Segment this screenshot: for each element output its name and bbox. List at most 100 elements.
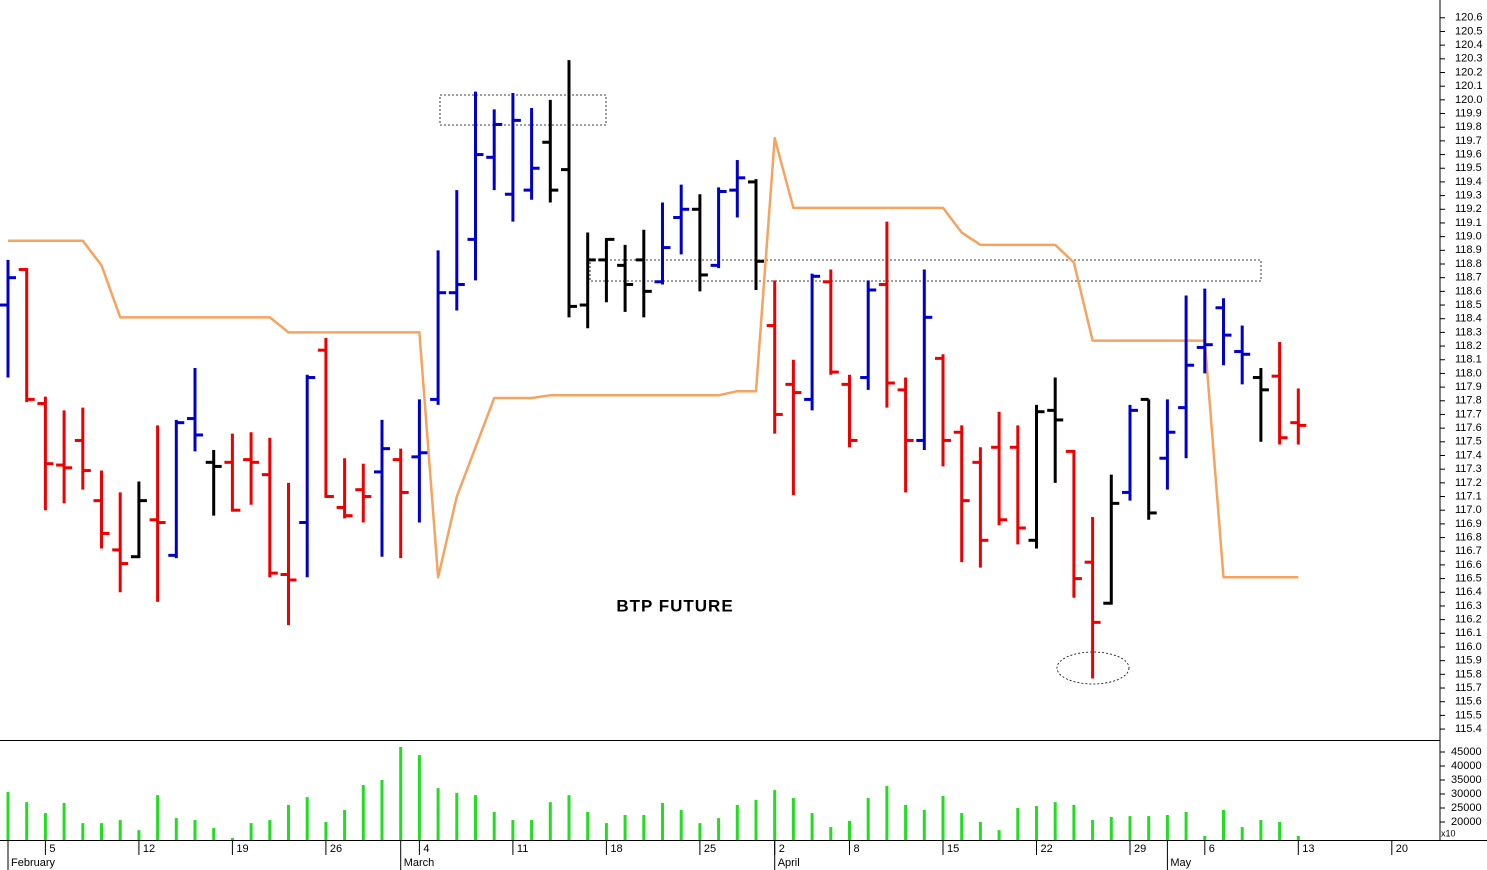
y-tick-label: 117.6 [1455,422,1482,434]
volume-bar [829,827,833,840]
x-tick-label: 6 [1209,843,1215,855]
y-tick-label: 118.2 [1455,340,1482,352]
y-tick-label: 119.8 [1455,121,1482,133]
x-tick-label: 18 [610,843,622,855]
volume-bar [511,820,515,840]
volume-multiplier: x10 [1441,828,1456,838]
volume-bar [249,823,253,840]
volume-bar [137,830,141,840]
y-tick-label: 117.5 [1455,436,1482,448]
y-tick-label: 116.7 [1455,545,1482,557]
volume-bar [548,802,552,840]
y-tick-label: 120.3 [1455,53,1483,65]
y-tick-label: 119.1 [1455,217,1482,229]
month-label: April [778,857,800,869]
y-tick-label: 119.6 [1455,148,1482,160]
month-label: March [404,857,435,869]
y-tick-label: 120.0 [1455,94,1483,106]
volume-bar [62,802,66,840]
y-tick-label: 115.7 [1455,682,1482,694]
y-tick-label: 118.6 [1455,285,1482,297]
volume-bar [361,785,365,840]
volume-bar [866,797,870,840]
volume-bar [305,797,309,840]
y-tick-label: 118.0 [1455,367,1482,379]
y-tick-label: 117.7 [1455,408,1482,420]
y-tick-label: 119.3 [1455,190,1482,202]
x-tick-label: 5 [49,843,55,855]
volume-bar [848,820,851,840]
volume-bar [287,804,290,840]
volume-bar [324,821,328,840]
volume-bar [791,797,795,840]
volume-bar [1035,806,1038,840]
dashed-box [439,94,607,126]
y-tick-label: 119.5 [1455,162,1482,174]
y-tick-label: 118.9 [1455,244,1482,256]
volume-bar [922,809,926,840]
volume-bar [978,821,982,840]
volume-bar [268,820,272,840]
y-tick-label: 119.0 [1455,231,1482,243]
y-tick-label: 120.2 [1455,66,1483,78]
volume-y-tick-label: 25000 [1451,802,1482,814]
volume-y-tick-label: 45000 [1451,746,1482,758]
volume-bar [1296,835,1300,840]
y-tick-label: 116.3 [1455,600,1482,612]
x-tick-label: 11 [517,843,528,855]
month-label: May [1170,857,1191,869]
y-tick-label: 116.8 [1455,531,1482,543]
y-tick-label: 116.4 [1455,586,1482,598]
y-tick-label: 117.4 [1455,449,1482,461]
x-tick-label: 13 [1302,843,1314,855]
x-tick-label: 2 [779,843,785,855]
y-tick-label: 118.5 [1455,299,1482,311]
x-tick-label: 26 [330,843,342,855]
volume-bar [81,823,85,840]
volume-bar [1072,804,1076,840]
volume-bar [343,809,347,840]
y-tick-label: 116.5 [1455,573,1482,585]
x-tick-label: 15 [947,843,959,855]
y-tick-label: 117.8 [1455,395,1482,407]
dashed-box [589,259,1262,282]
y-tick-label: 116.2 [1455,614,1482,626]
volume-bar [735,804,739,840]
volume-bar [230,837,234,840]
volume-bar [586,811,590,840]
x-tick-label: 29 [1134,843,1146,855]
y-tick-label: 118.3 [1455,326,1482,338]
y-tick-label: 117.9 [1455,381,1482,393]
volume-bar [1222,809,1225,840]
volume-bar [1053,802,1057,840]
volume-bar [1016,807,1020,840]
volume-bar [1203,835,1207,840]
y-tick-label: 118.8 [1455,258,1482,270]
volume-bar [174,818,178,840]
volume-bar [717,818,721,840]
y-tick-label: 116.6 [1455,559,1482,571]
volume-bar [380,780,384,840]
volume-bar [810,813,814,840]
volume-y-tick-label: 30000 [1451,788,1482,800]
dashed-ellipse [1056,651,1130,685]
x-tick-label: 22 [1041,843,1053,855]
volume-bar [212,827,216,840]
y-tick-label: 118.4 [1455,313,1482,325]
volume-bar [6,792,10,840]
volume-bar [1240,827,1244,840]
x-tick-label: 20 [1396,843,1408,855]
line-series [8,136,1299,579]
volume-bar [698,823,702,840]
volume-bar [960,813,964,840]
volume-bar [1128,816,1132,840]
volume-bar [567,795,571,840]
volume-bar [941,795,945,840]
y-tick-label: 118.7 [1455,272,1482,284]
y-tick-label: 118.1 [1455,354,1482,366]
volume-y-tick-label: 40000 [1451,760,1482,772]
volume-bar [754,799,758,840]
volume-bar [492,811,496,840]
volume-bar [436,788,440,840]
volume-bar [118,820,122,840]
